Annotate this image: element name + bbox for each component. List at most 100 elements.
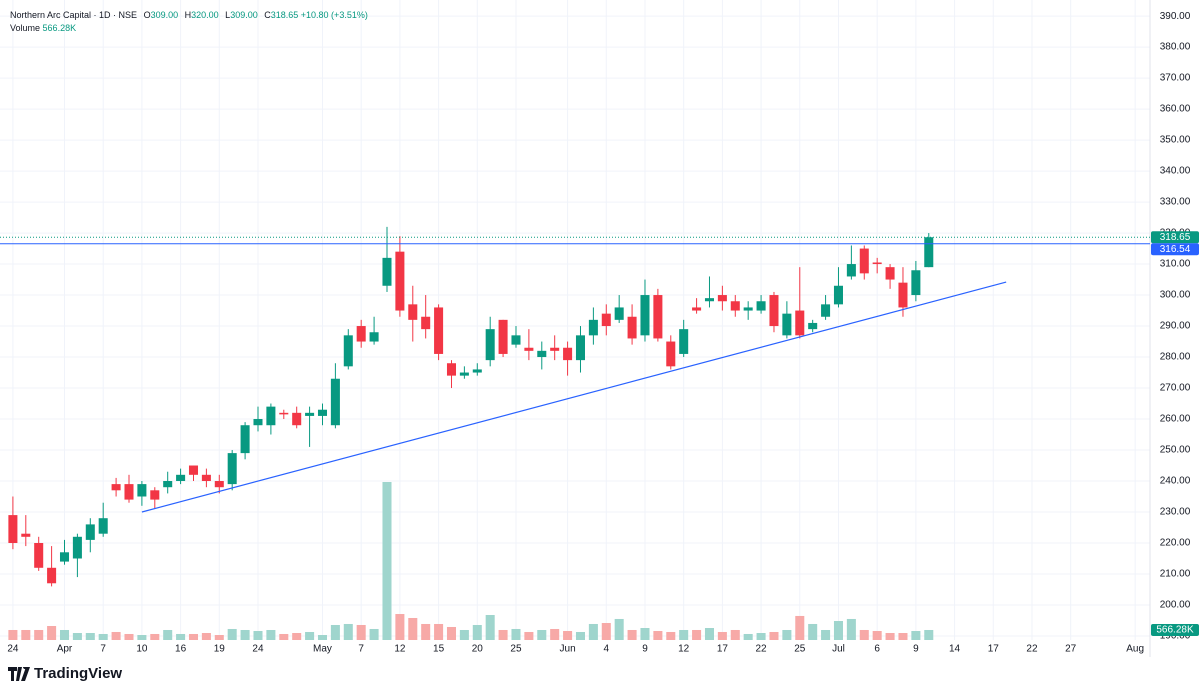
trendline bbox=[141, 281, 1007, 513]
volume-bar bbox=[614, 618, 624, 640]
candle-body bbox=[72, 536, 82, 559]
candle-body bbox=[240, 425, 250, 454]
y-tick-label: 270.00 bbox=[1160, 383, 1191, 394]
volume-bar bbox=[653, 631, 663, 640]
volume-bar bbox=[730, 629, 740, 640]
candle-body bbox=[434, 307, 444, 354]
candle-body bbox=[343, 335, 353, 367]
candle-body bbox=[575, 335, 585, 361]
candle-body bbox=[124, 484, 134, 500]
level-label: 316.54 bbox=[1160, 244, 1191, 255]
y-tick-label: 240.00 bbox=[1160, 476, 1191, 487]
brand-logo bbox=[8, 666, 30, 681]
volume-bar bbox=[537, 629, 547, 640]
candle-body bbox=[511, 335, 521, 345]
candle-body bbox=[421, 316, 431, 330]
volume-bar bbox=[472, 624, 482, 640]
y-tick-label: 350.00 bbox=[1160, 135, 1191, 146]
volume-value: 566.28K bbox=[42, 23, 77, 33]
x-tick-label: 4 bbox=[604, 644, 610, 655]
candle-body bbox=[614, 307, 624, 320]
y-tick-label: 260.00 bbox=[1160, 414, 1191, 425]
candle-body bbox=[382, 257, 392, 286]
candle-body bbox=[188, 465, 199, 475]
candle-body bbox=[704, 298, 714, 302]
candle-body bbox=[305, 412, 315, 416]
y-tick-label: 280.00 bbox=[1160, 352, 1191, 363]
volume-bar bbox=[421, 623, 431, 640]
candle-body bbox=[292, 412, 302, 426]
last-price-box bbox=[1151, 231, 1199, 244]
volume-bar bbox=[885, 633, 895, 640]
volume-bar bbox=[227, 628, 237, 640]
volume-bar bbox=[72, 633, 82, 640]
volume-bar bbox=[59, 629, 70, 640]
symbol: Northern Arc Capital · 1D · NSE bbox=[10, 10, 138, 20]
volume-bar bbox=[524, 631, 534, 640]
volume-bar bbox=[692, 629, 702, 640]
candle-body bbox=[34, 542, 44, 568]
y-tick-label: 330.00 bbox=[1160, 197, 1191, 208]
x-tick-label: 15 bbox=[433, 644, 445, 655]
candle-body bbox=[808, 322, 818, 330]
candle-body bbox=[21, 533, 31, 537]
x-tick-label: 9 bbox=[913, 644, 919, 655]
brand-name: TradingView bbox=[34, 665, 123, 682]
x-tick-label: 7 bbox=[358, 644, 364, 655]
legend: Northern Arc Capital · 1D · NSE O309.00 … bbox=[10, 9, 368, 35]
candle-body bbox=[924, 237, 934, 268]
close-value: 318.65 bbox=[270, 10, 299, 20]
candle-body bbox=[395, 251, 405, 311]
volume-bar bbox=[434, 623, 444, 640]
volume-bar bbox=[317, 634, 328, 640]
close-label: C bbox=[264, 10, 271, 20]
x-tick-label: 14 bbox=[949, 644, 961, 655]
volume-bar bbox=[795, 615, 805, 640]
x-tick-label: 24 bbox=[7, 644, 19, 655]
volume-bar bbox=[137, 634, 147, 640]
x-tick-label: 6 bbox=[874, 644, 880, 655]
price-legend: Northern Arc Capital · 1D · NSE O309.00 … bbox=[10, 9, 368, 22]
candle-body bbox=[563, 347, 573, 361]
candle-body bbox=[743, 307, 753, 311]
volume-bar bbox=[782, 629, 792, 640]
open-label: O bbox=[143, 10, 151, 20]
x-tick-label: 10 bbox=[136, 644, 148, 655]
y-tick-label: 300.00 bbox=[1160, 290, 1191, 301]
volume-bar bbox=[756, 633, 766, 640]
candle-body bbox=[588, 319, 598, 336]
volume-bar bbox=[111, 631, 121, 640]
volume-bar bbox=[85, 633, 95, 640]
candle-body bbox=[859, 248, 869, 274]
candle-body bbox=[821, 304, 831, 317]
volume-title: Volume bbox=[10, 23, 41, 33]
candle-body bbox=[601, 313, 611, 327]
volume-bar bbox=[601, 622, 611, 640]
y-tick-label: 290.00 bbox=[1160, 321, 1191, 332]
y-tick-label: 210.00 bbox=[1160, 569, 1191, 580]
y-tick-label: 390.00 bbox=[1160, 11, 1191, 22]
candle-body bbox=[369, 332, 379, 342]
candle-body bbox=[330, 378, 340, 426]
volume-axis-label: 566.28K bbox=[1156, 625, 1194, 636]
candle-body bbox=[898, 282, 908, 308]
x-tick-label: 25 bbox=[510, 644, 522, 655]
candle-body bbox=[627, 316, 637, 339]
x-tick-label: 25 bbox=[794, 644, 806, 655]
y-tick-label: 340.00 bbox=[1160, 166, 1191, 177]
y-tick-label: 370.00 bbox=[1160, 73, 1191, 84]
candle-body bbox=[85, 524, 95, 540]
y-tick-label: 230.00 bbox=[1160, 507, 1191, 518]
volume-bar bbox=[201, 633, 211, 640]
volume-bar bbox=[292, 633, 302, 640]
candle-body bbox=[692, 307, 702, 311]
change-value: +10.80 (+3.51%) bbox=[300, 10, 368, 20]
open-value: 309.00 bbox=[150, 10, 179, 20]
volume-bar bbox=[743, 633, 753, 640]
y-tick-label: 360.00 bbox=[1160, 104, 1191, 115]
x-tick-label: Jul bbox=[832, 644, 845, 655]
candle-body bbox=[756, 301, 766, 311]
volume-bar bbox=[511, 628, 521, 640]
level-box bbox=[1151, 243, 1199, 256]
candle-body bbox=[872, 262, 882, 265]
